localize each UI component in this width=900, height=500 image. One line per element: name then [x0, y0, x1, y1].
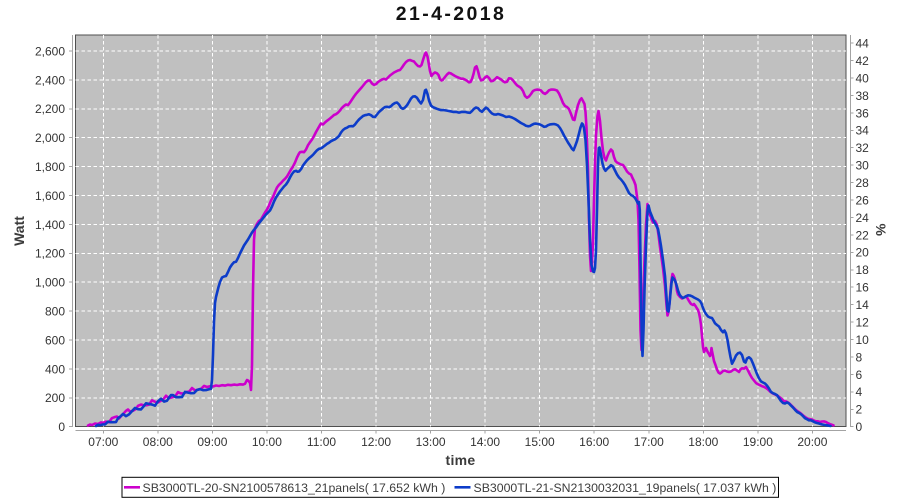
svg-text:42: 42	[856, 54, 870, 68]
svg-text:400: 400	[45, 362, 65, 376]
svg-text:09:00: 09:00	[197, 435, 227, 449]
svg-text:14:00: 14:00	[470, 435, 500, 449]
svg-text:14: 14	[856, 298, 870, 312]
svg-text:30: 30	[856, 159, 870, 173]
svg-text:10:00: 10:00	[252, 435, 282, 449]
svg-text:600: 600	[45, 333, 65, 347]
svg-text:26: 26	[856, 193, 870, 207]
svg-text:22: 22	[856, 228, 870, 242]
svg-text:24: 24	[856, 211, 870, 225]
svg-text:6: 6	[856, 368, 863, 382]
svg-text:36: 36	[856, 106, 870, 120]
svg-text:12:00: 12:00	[361, 435, 391, 449]
svg-text:18: 18	[856, 263, 870, 277]
svg-text:40: 40	[856, 71, 870, 85]
svg-text:18:00: 18:00	[688, 435, 718, 449]
svg-text:19:00: 19:00	[743, 435, 773, 449]
svg-text:2,000: 2,000	[35, 131, 65, 145]
svg-text:2,600: 2,600	[35, 44, 65, 58]
svg-text:21-4-2018: 21-4-2018	[396, 3, 507, 25]
svg-text:10: 10	[856, 333, 870, 347]
svg-text:44: 44	[856, 37, 870, 51]
svg-text:%: %	[873, 223, 889, 236]
svg-text:20:00: 20:00	[797, 435, 827, 449]
svg-text:2: 2	[856, 403, 863, 417]
svg-text:12: 12	[856, 316, 870, 330]
svg-text:08:00: 08:00	[143, 435, 173, 449]
svg-text:15:00: 15:00	[525, 435, 555, 449]
svg-text:16:00: 16:00	[579, 435, 609, 449]
svg-text:1,000: 1,000	[35, 276, 65, 290]
svg-text:11:00: 11:00	[307, 435, 336, 449]
svg-text:1,600: 1,600	[35, 189, 65, 203]
svg-text:07:00: 07:00	[88, 435, 118, 449]
svg-text:2,200: 2,200	[35, 102, 65, 116]
svg-text:800: 800	[45, 305, 65, 319]
svg-text:200: 200	[45, 391, 65, 405]
svg-text:8: 8	[856, 350, 863, 364]
svg-text:16: 16	[856, 281, 870, 295]
svg-text:1,400: 1,400	[35, 218, 65, 232]
svg-text:17:00: 17:00	[634, 435, 664, 449]
svg-text:time: time	[446, 452, 476, 468]
svg-text:SB3000TL-20-SN2100578613_21pan: SB3000TL-20-SN2100578613_21panels( 17.65…	[143, 481, 446, 495]
svg-text:0: 0	[856, 420, 863, 434]
svg-text:1,800: 1,800	[35, 160, 65, 174]
svg-text:SB3000TL-21-SN2130032031_19pan: SB3000TL-21-SN2130032031_19panels( 17.03…	[474, 481, 777, 495]
svg-text:13:00: 13:00	[416, 435, 446, 449]
svg-text:Watt: Watt	[11, 216, 27, 246]
svg-text:34: 34	[856, 124, 870, 138]
svg-text:1,200: 1,200	[35, 247, 65, 261]
svg-text:2,400: 2,400	[35, 73, 65, 87]
svg-text:0: 0	[58, 420, 65, 434]
svg-text:4: 4	[856, 385, 863, 399]
svg-text:20: 20	[856, 246, 870, 260]
svg-text:28: 28	[856, 176, 870, 190]
svg-text:38: 38	[856, 89, 870, 103]
svg-text:32: 32	[856, 141, 870, 155]
